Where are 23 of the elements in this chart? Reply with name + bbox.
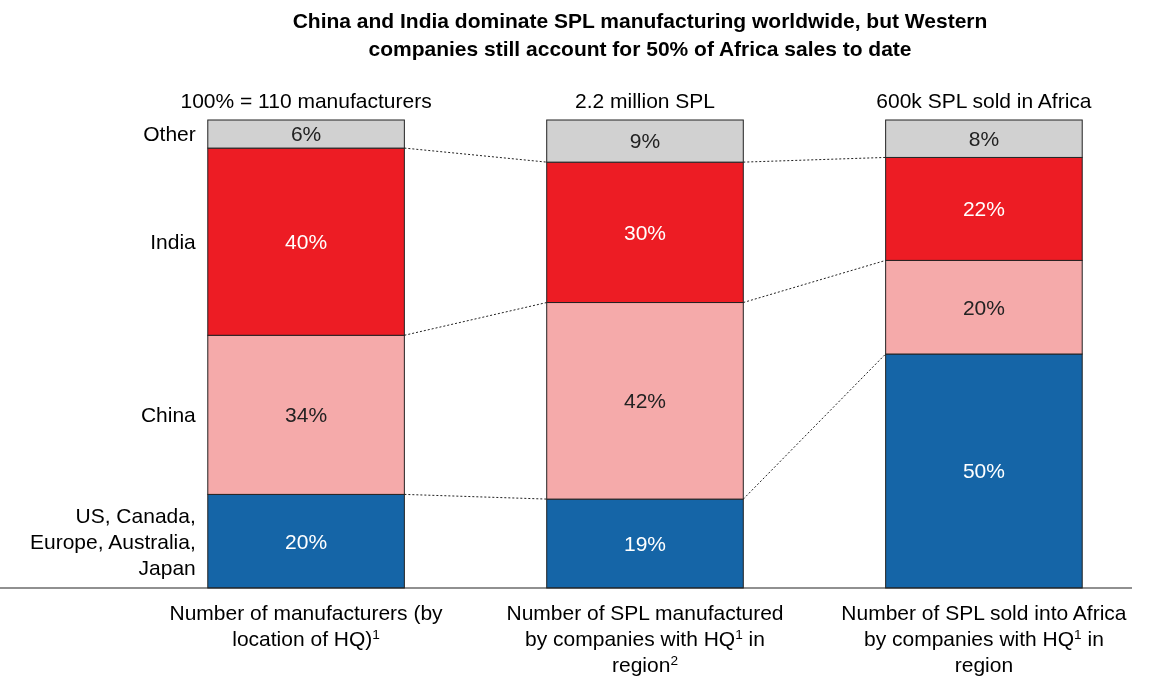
text: 100% = 110 manufacturers xyxy=(180,89,432,112)
data-label: 22% xyxy=(962,197,1005,221)
text: 600k SPL sold in Africa xyxy=(876,89,1092,112)
data-label: 50% xyxy=(962,459,1005,483)
data-label: 19% xyxy=(623,531,667,555)
series-label: China xyxy=(140,403,197,427)
data-label: 40% xyxy=(285,230,328,254)
x-tick-label: Number of manufacturers (by location of HQ)$^{1}$ xyxy=(169,601,444,650)
data-label: 34% xyxy=(285,403,328,427)
data-label: 20% xyxy=(962,295,1005,319)
series-label: Other xyxy=(143,122,196,146)
data-label: 42% xyxy=(623,389,667,413)
data-label: 9% xyxy=(629,129,661,153)
data-label: 20% xyxy=(285,529,328,553)
category-label: Number of SPL manufactured by companies with HQ$^{1}$ in region$^{2}$ xyxy=(506,601,784,676)
data-label: 30% xyxy=(623,220,667,244)
text: 2.2 million SPL xyxy=(574,89,716,112)
series-label: US, Canada, Europe, Australia, Japan xyxy=(30,503,196,579)
series-label: India xyxy=(150,230,197,254)
data-label: 6% xyxy=(290,122,322,146)
data-label: 8% xyxy=(968,127,1000,151)
category-label: Number of SPL sold into Africa by companies with HQ$^{1}$ in region xyxy=(841,601,1127,676)
chart-title: China and India dominate SPL manufacturing worldwide, but Western companies still account for 50% of Africa sales to date xyxy=(292,9,988,60)
